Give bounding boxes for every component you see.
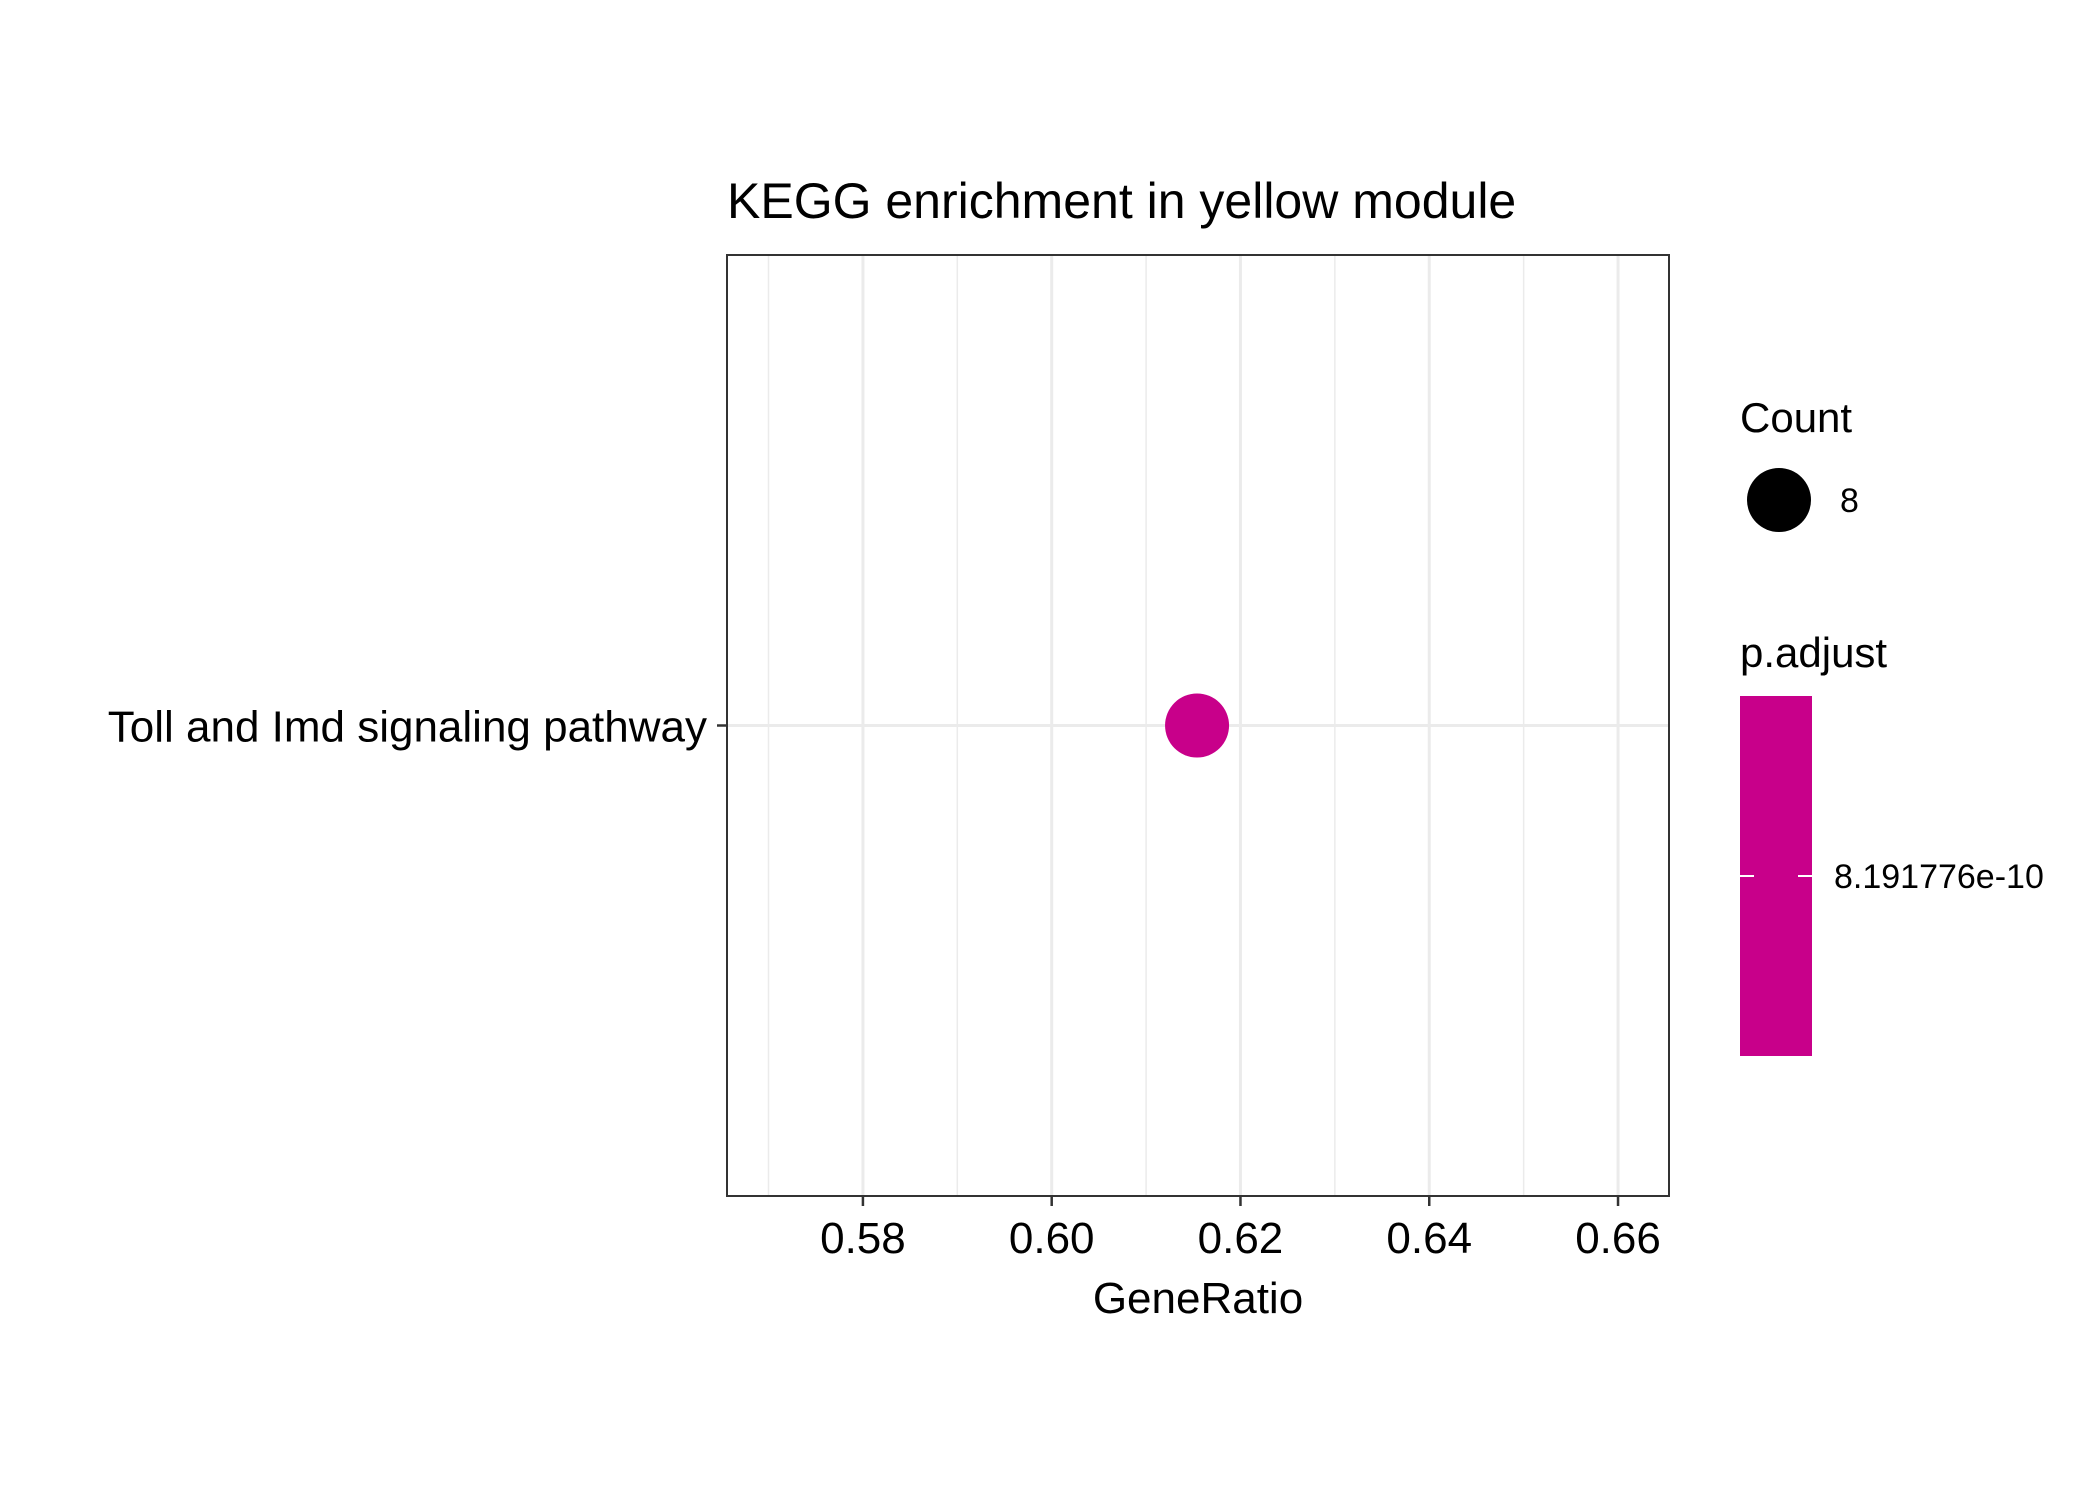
legend: Count 8 p.adjust 8.191776e-10 [1740,394,2044,1056]
size-legend-key [1747,468,1811,532]
x-tick-label: 0.58 [820,1214,906,1263]
size-legend-label: 8 [1840,482,1859,520]
size-legend-title: Count [1740,394,1852,441]
x-tick-label: 0.60 [1009,1214,1095,1263]
y-tick-label: Toll and Imd signaling pathway [108,703,707,752]
chart-title: KEGG enrichment in yellow module [727,173,1516,229]
data-point [1165,693,1230,758]
x-axis-title: GeneRatio [1093,1274,1303,1323]
y-axis: Toll and Imd signaling pathway [108,703,727,752]
color-legend-title: p.adjust [1740,629,1887,676]
x-tick-label: 0.64 [1386,1214,1472,1263]
colorbar-label: 8.191776e-10 [1834,858,2044,896]
x-tick-label: 0.62 [1198,1214,1284,1263]
data-points [1165,693,1230,758]
plot-panel [726,254,1670,1197]
x-tick-label: 0.66 [1575,1214,1661,1263]
x-axis: 0.58 0.60 0.62 0.64 0.66 [820,1196,1661,1263]
